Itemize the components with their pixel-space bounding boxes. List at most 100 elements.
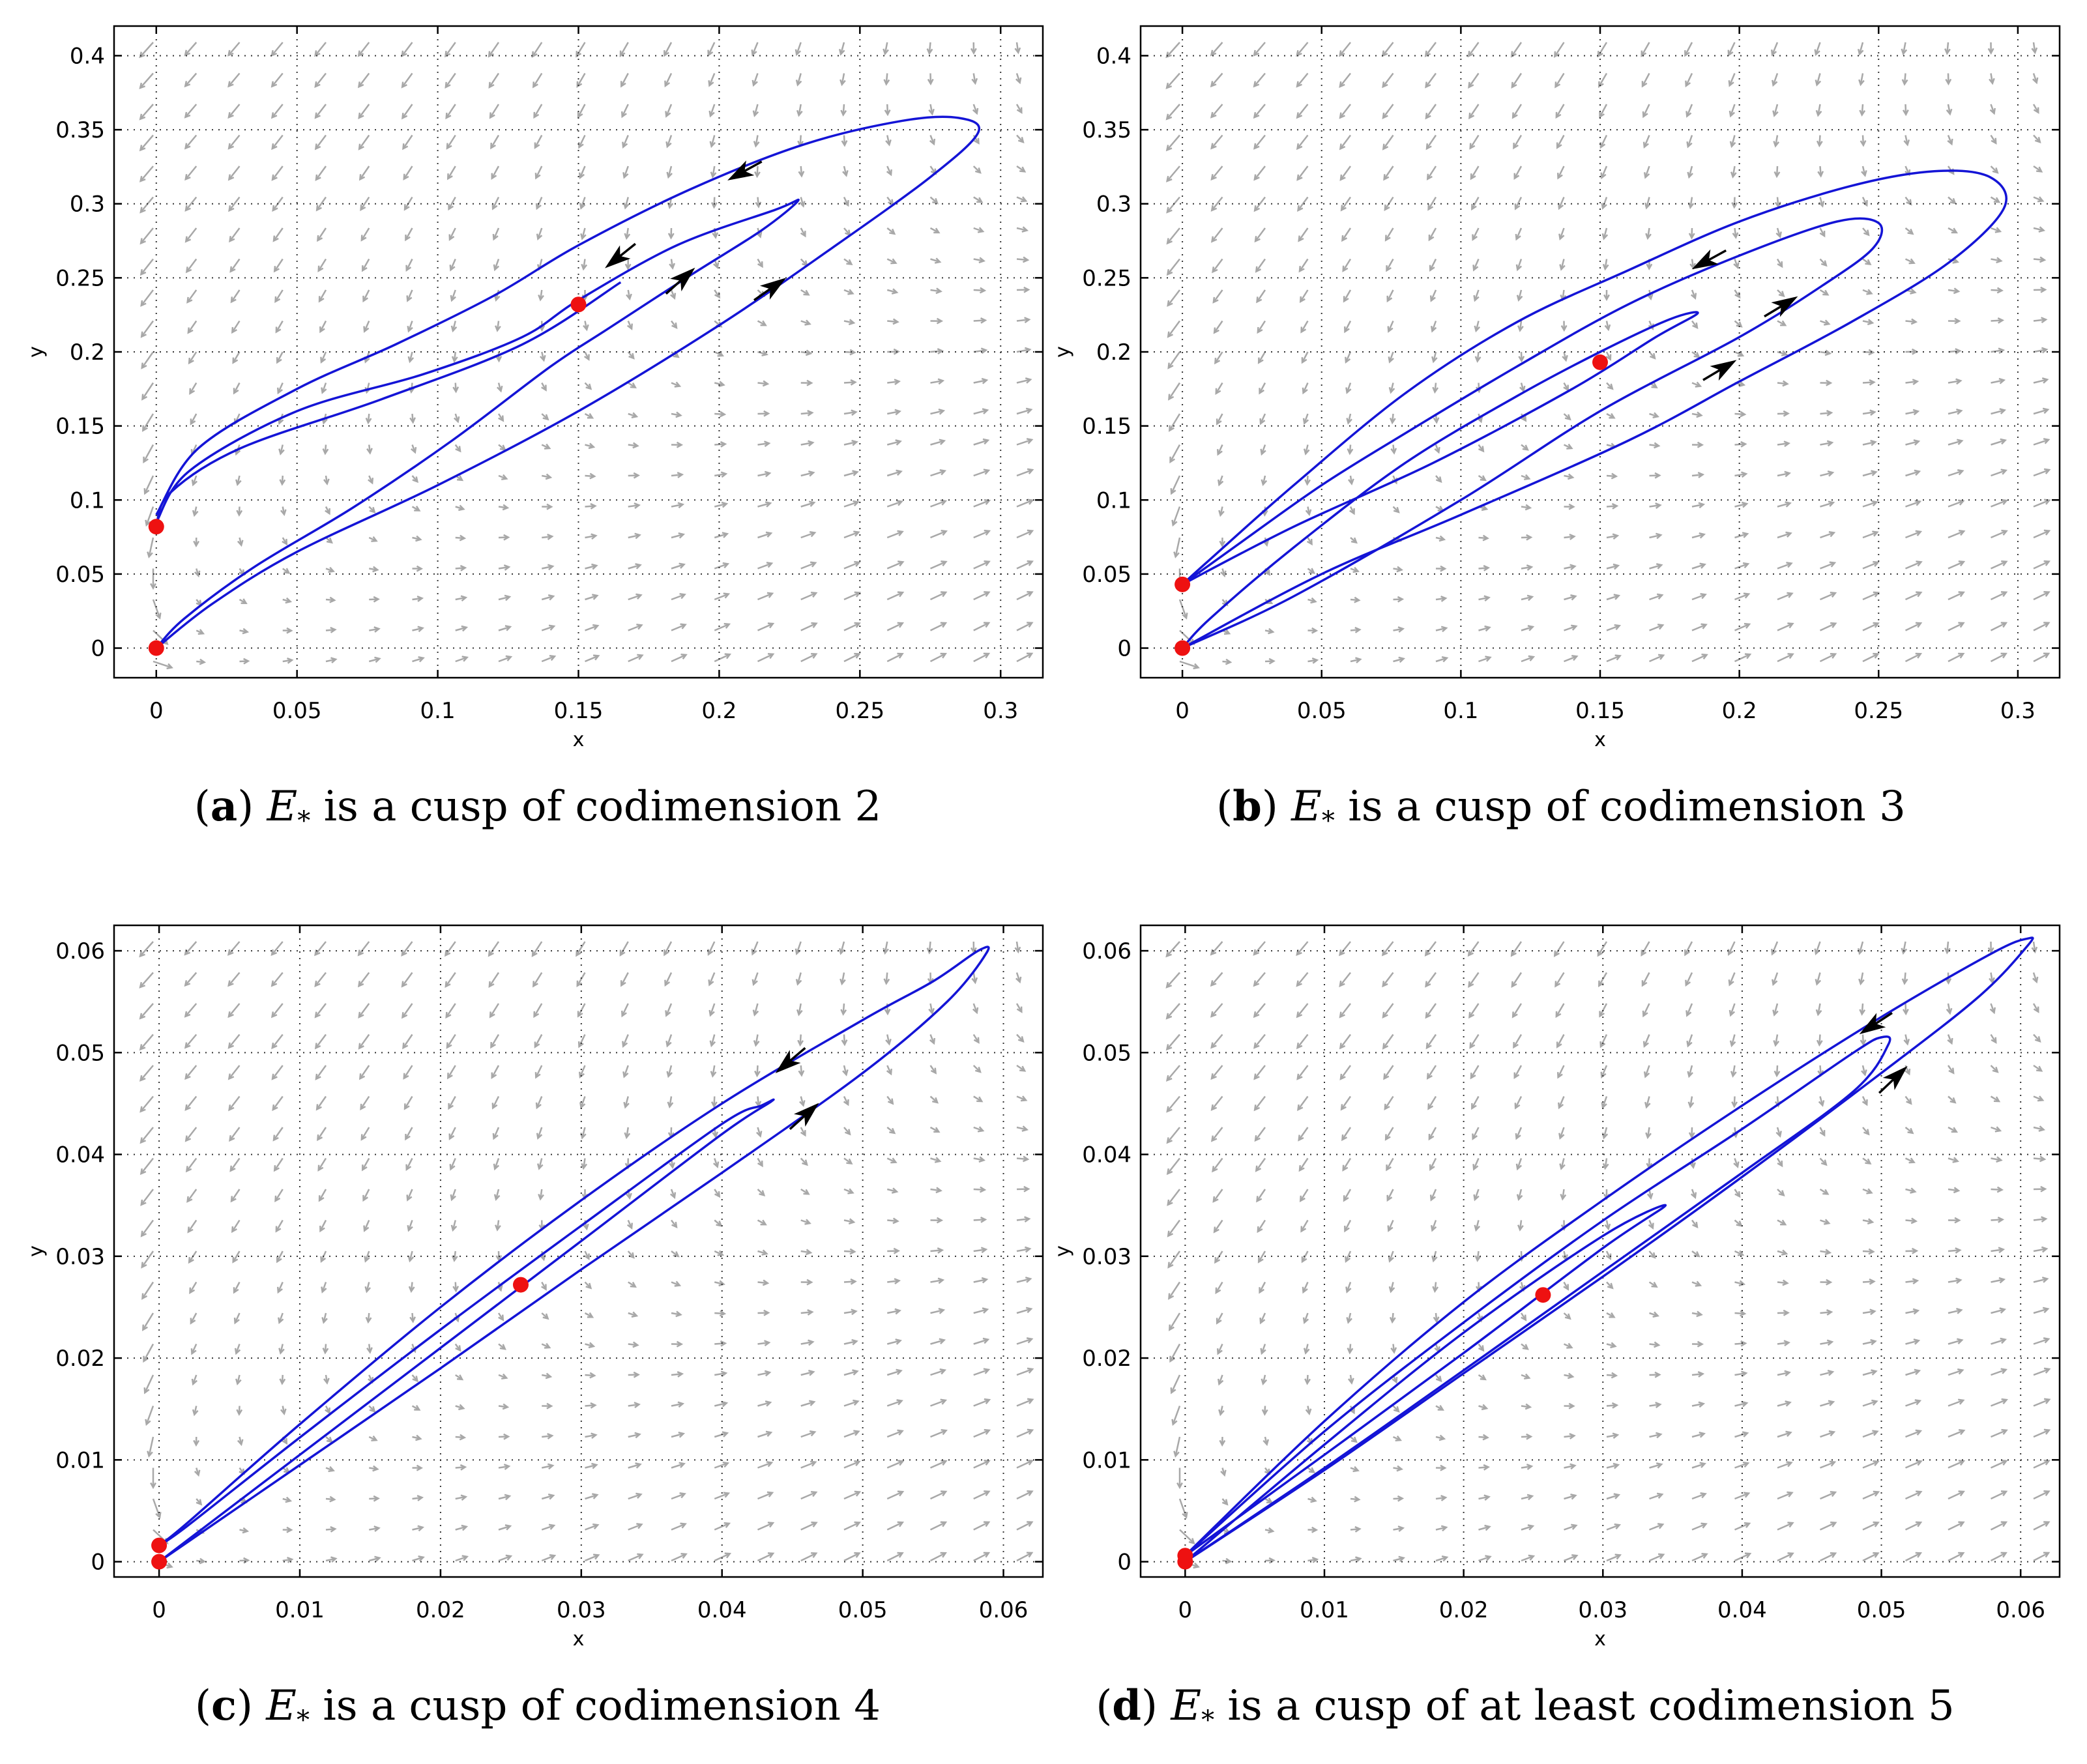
vector-field-arrowhead xyxy=(405,265,412,272)
vector-field-arrowhead xyxy=(851,409,858,416)
vector-field-arrow xyxy=(1991,258,2002,262)
vector-field-arrowhead xyxy=(1023,1185,1030,1193)
vector-field-arrowhead xyxy=(2043,1521,2051,1527)
y-tick-label: 0 xyxy=(91,1550,105,1576)
vector-field-arrow xyxy=(2032,42,2036,53)
vector-field-arrowhead xyxy=(1432,386,1439,394)
vector-field-arrowhead xyxy=(1308,568,1316,574)
vector-field-arrow xyxy=(1382,941,1394,956)
vector-field-arrowhead xyxy=(678,1431,686,1438)
vector-field-arrow xyxy=(1990,560,2007,570)
vector-field-arrow xyxy=(1469,1034,1480,1048)
vector-field-arrowhead xyxy=(887,1098,894,1105)
vector-field-arrowhead xyxy=(1302,418,1309,426)
vector-field-arrowhead xyxy=(1652,412,1659,418)
vector-field-arrowhead xyxy=(1021,226,1029,233)
vector-field-arrowhead xyxy=(1440,565,1447,572)
vector-field-arrow xyxy=(886,653,903,663)
vector-field-arrowhead xyxy=(1526,564,1534,571)
vector-field-arrowhead xyxy=(1257,326,1263,334)
vector-field-arrowhead xyxy=(2036,1065,2043,1072)
vector-field-arrowhead xyxy=(1692,322,1699,330)
vector-field-arrowhead xyxy=(237,540,244,547)
vector-field-arrowhead xyxy=(1948,1067,1955,1075)
vector-field-arrowhead xyxy=(926,48,933,55)
vector-field-arrowhead xyxy=(1912,409,1920,416)
vector-field-arrowhead xyxy=(2001,1459,2008,1466)
vector-field-arrowhead xyxy=(360,1134,367,1141)
vector-field-arrowhead xyxy=(933,227,941,234)
vector-field-arrowhead xyxy=(139,1075,146,1082)
vector-field-arrowhead xyxy=(897,622,905,628)
vector-field-arrow xyxy=(227,42,241,56)
vector-field-arrowhead xyxy=(929,138,936,146)
vector-field-arrow xyxy=(184,72,197,87)
vector-field-arrowhead xyxy=(623,1101,630,1109)
vector-field-arrowhead xyxy=(897,1429,904,1436)
vector-field-arrowhead xyxy=(184,980,191,987)
vector-field-arrow xyxy=(1382,1034,1394,1049)
x-tick-label: 0.1 xyxy=(420,698,456,724)
y-axis-label: y xyxy=(25,1245,48,1257)
vector-field-arrowhead xyxy=(583,1223,589,1231)
vector-field-arrow xyxy=(1214,351,1223,364)
vector-field-arrow xyxy=(1606,625,1620,631)
vector-field-arrow xyxy=(401,104,413,119)
vector-field-arrowhead xyxy=(853,1430,860,1436)
vector-field-arrowhead xyxy=(405,1164,412,1171)
vector-field-arrowhead xyxy=(273,266,280,273)
vector-field-arrowhead xyxy=(665,1010,671,1017)
vector-field-arrow xyxy=(275,1219,284,1232)
vector-field-arrowhead xyxy=(2000,438,2007,445)
vector-field-arrow xyxy=(488,72,500,88)
vector-field-arrow xyxy=(360,1127,370,1140)
vector-field-arrowhead xyxy=(1027,1459,1034,1466)
vector-field-arrowhead xyxy=(854,652,861,659)
vector-field-arrow xyxy=(1343,1189,1352,1201)
vector-field-arrow xyxy=(798,1003,802,1015)
vector-field-arrowhead xyxy=(1958,1460,1966,1466)
vector-field-arrowhead xyxy=(489,112,495,119)
vector-field-arrow xyxy=(228,1095,241,1110)
vector-field-arrowhead xyxy=(976,197,984,203)
vector-field-arrow xyxy=(887,1219,898,1222)
vector-field-arrowhead xyxy=(669,1192,677,1199)
vector-field-arrow xyxy=(412,1556,424,1562)
vector-field-arrowhead xyxy=(287,1557,294,1563)
vector-field-arrowhead xyxy=(1165,51,1172,59)
vector-field-arrow xyxy=(665,104,673,117)
vector-field-arrow xyxy=(1016,379,1031,384)
vector-field-arrowhead xyxy=(1815,80,1822,87)
y-tick-label: 0.01 xyxy=(55,1447,105,1473)
vector-field-arrowhead xyxy=(1946,1007,1953,1015)
vector-field-arrowhead xyxy=(1440,1525,1448,1532)
vector-field-arrowhead xyxy=(456,1374,464,1381)
vector-field-arrow xyxy=(184,972,197,987)
vector-field-arrow xyxy=(843,1250,855,1253)
vector-field-arrowhead xyxy=(405,1133,411,1141)
vector-field-arrowhead xyxy=(1193,663,1200,670)
vector-field-arrowhead xyxy=(1604,324,1611,332)
vector-field-arrowhead xyxy=(2039,1155,2047,1163)
vector-field-arrow xyxy=(1468,42,1480,57)
y-tick-label: 0.05 xyxy=(55,562,105,588)
vector-field-arrowhead xyxy=(1225,658,1233,665)
vector-field-arrow xyxy=(1606,534,1618,539)
vector-field-arrowhead xyxy=(1819,1130,1826,1137)
vector-field-arrowhead xyxy=(716,1221,723,1227)
vector-field-arrow xyxy=(757,1492,773,1500)
vector-field-arrowhead xyxy=(1787,592,1794,598)
vector-field-arrow xyxy=(626,1127,629,1138)
vector-field-arrow xyxy=(1385,1127,1394,1140)
vector-field-arrowhead xyxy=(1390,448,1397,455)
vector-field-arrowhead xyxy=(762,380,770,387)
vector-field-arrowhead xyxy=(547,564,555,571)
vector-field-arrowhead xyxy=(841,1039,848,1047)
vector-field-arrowhead xyxy=(1213,1226,1219,1234)
vector-field-arrow xyxy=(973,1338,989,1345)
vector-field-arrow xyxy=(664,972,673,986)
vector-field-arrow xyxy=(445,972,456,987)
vector-field-arrowhead xyxy=(2034,1036,2041,1043)
vector-field-arrowhead xyxy=(980,1216,987,1223)
vector-field-arrowhead xyxy=(1350,1436,1358,1443)
